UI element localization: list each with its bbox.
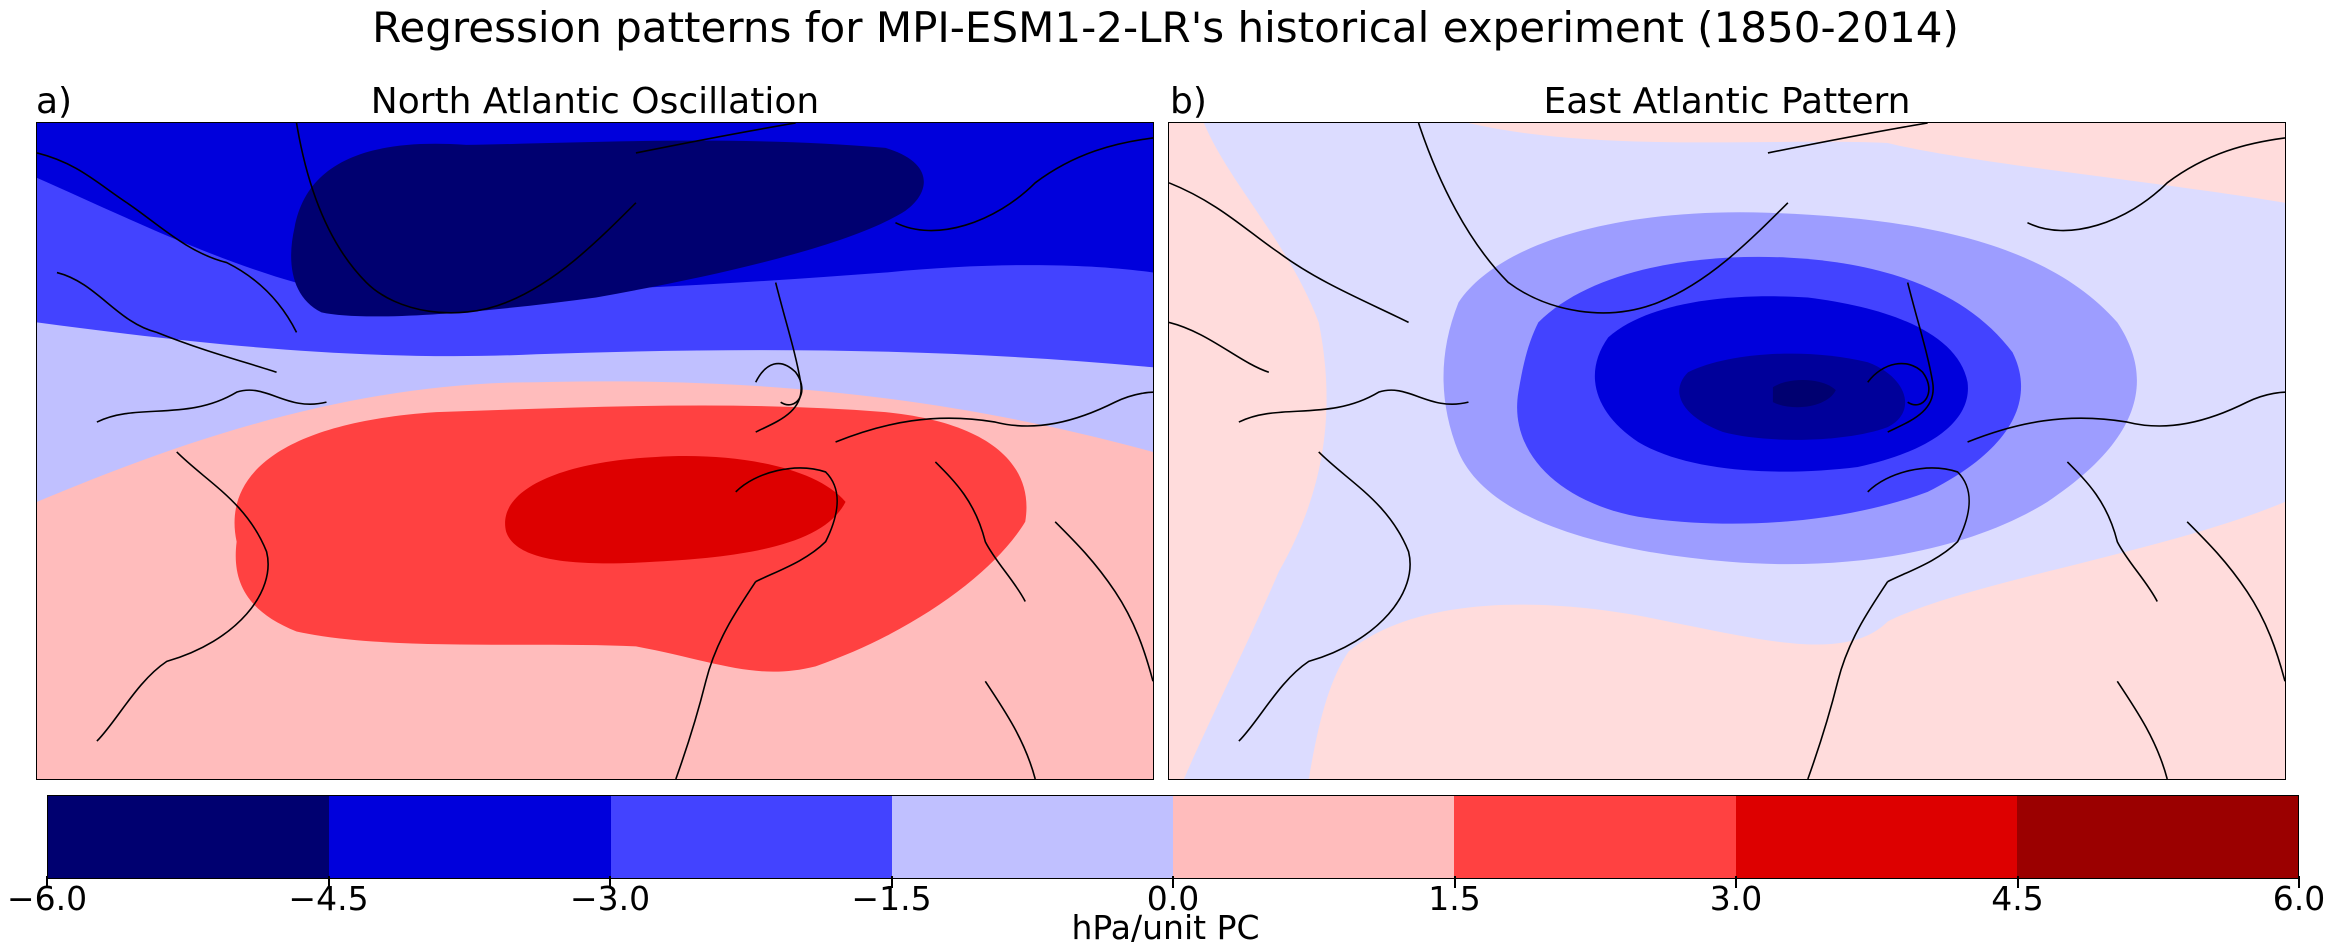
colorbar-tick <box>609 876 611 888</box>
colorbar-tick <box>1172 876 1174 888</box>
panel-b-letter: b) <box>1170 81 1207 122</box>
colorbar-tick-label: −6.0 <box>6 879 88 918</box>
eap-coastlines <box>1169 123 2285 779</box>
colorbar-tick-label: 6.0 <box>2272 879 2326 918</box>
nao-band-3-to-4.5 <box>505 456 846 564</box>
colorbar-segment <box>1454 796 1736 878</box>
colorbar-tick-label: 4.5 <box>1991 879 2044 918</box>
eap-map-svg <box>1169 123 2285 779</box>
colorbar-tick-label: 0.0 <box>1146 879 1200 918</box>
colorbar-tick-label: −3.0 <box>569 879 651 918</box>
colorbar-tick <box>1735 876 1737 888</box>
colorbar-tick <box>1453 876 1456 888</box>
colorbar-tick-label: 3.0 <box>1709 879 1763 918</box>
colorbar-segment <box>1173 796 1455 878</box>
colorbar-segment <box>2016 796 2298 878</box>
figure-title: Regression patterns for MPI-ESM1-2-LR's … <box>372 3 1959 52</box>
colorbar-ticks <box>46 876 2300 900</box>
nao-band-neg4.5-to-neg6 <box>291 140 924 317</box>
colorbar-segment <box>610 796 892 878</box>
panel-a-title: North Atlantic Oscillation <box>370 81 820 122</box>
panel-b-title: East Atlantic Pattern <box>1543 81 1911 122</box>
eap-band-minimum <box>1772 380 1836 408</box>
colorbar-tick <box>327 876 330 888</box>
colorbar-tick-label: −1.5 <box>851 879 932 918</box>
map-panel-nao <box>36 122 1154 780</box>
colorbar-tick <box>2016 876 2019 888</box>
colorbar-segment <box>1735 796 2017 878</box>
colorbar-tick-label: 1.5 <box>1428 879 1481 918</box>
panel-a-letter: a) <box>36 81 73 122</box>
map-panel-eap <box>1168 122 2286 780</box>
colorbar-tick <box>890 876 893 888</box>
colorbar-tick-label: −4.5 <box>288 879 369 918</box>
colorbar-segment <box>891 796 1173 878</box>
colorbar <box>47 795 2299 879</box>
colorbar-label: hPa/unit PC <box>1071 908 1260 947</box>
nao-map-svg <box>37 123 1153 779</box>
nao-coastlines <box>37 123 1153 779</box>
colorbar-tick <box>46 876 48 888</box>
colorbar-segment <box>48 796 330 878</box>
colorbar-segment <box>329 796 611 878</box>
colorbar-tick <box>2298 876 2300 888</box>
